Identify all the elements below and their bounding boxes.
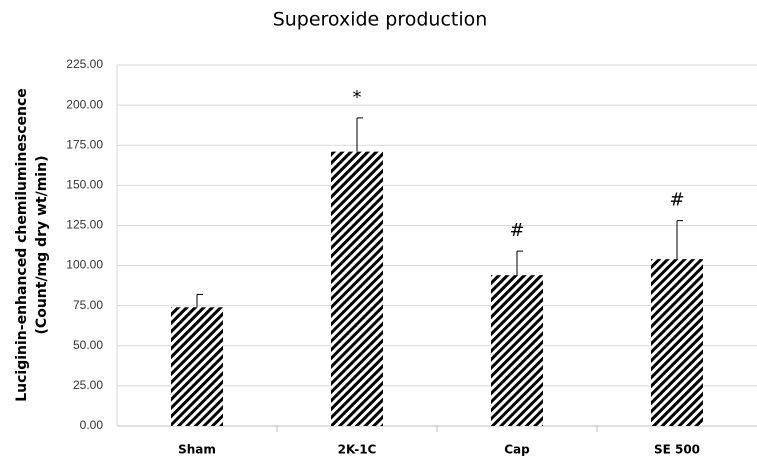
y-tick-label: 200.00 (66, 97, 103, 111)
x-tick-label: SE 500 (654, 443, 700, 457)
y-tick-label: 225.00 (66, 57, 103, 71)
y-tick-label: 100.00 (66, 258, 103, 272)
significance-marker: * (353, 87, 362, 108)
x-tick-label: 2K-1C (338, 443, 377, 457)
y-tick-label: 0.00 (80, 418, 104, 432)
significance-marker: # (669, 190, 684, 211)
significance-marker: # (509, 220, 524, 241)
y-tick-label: 75.00 (73, 298, 103, 312)
x-tick-label: Cap (504, 443, 530, 457)
bar (171, 307, 223, 426)
y-tick-label: 150.00 (66, 178, 103, 192)
y-tick-label: 50.00 (73, 338, 103, 352)
x-tick-label: Sham (178, 443, 216, 457)
y-tick-label: 125.00 (66, 218, 103, 232)
y-axis-title: (Count/mg dry wt/min) (34, 156, 50, 335)
bar (491, 275, 543, 426)
y-axis-title: Luciginin-enhanced chemiluminescence (14, 88, 30, 402)
y-tick-label: 25.00 (73, 378, 103, 392)
bar (331, 151, 383, 426)
y-tick-label: 175.00 (66, 137, 103, 151)
chart-title: Superoxide production (273, 9, 488, 31)
bar (651, 259, 703, 426)
